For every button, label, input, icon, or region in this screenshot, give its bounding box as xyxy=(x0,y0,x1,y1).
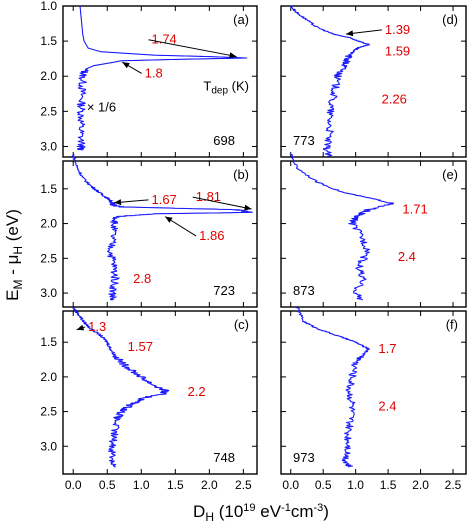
panel-label: (f) xyxy=(446,317,458,332)
panel-label: (e) xyxy=(442,167,458,182)
peak-annotation: 2.4 xyxy=(398,249,416,264)
y-tick-label: 2.0 xyxy=(40,69,57,83)
x-tick-label: 1.5 xyxy=(167,478,184,492)
annotation-arrowhead xyxy=(122,62,130,69)
panel-frame xyxy=(280,310,467,475)
peak-annotation: 1.86 xyxy=(199,228,224,243)
peak-annotation: 1.81 xyxy=(196,189,221,204)
peak-annotation: 1.3 xyxy=(88,319,106,334)
y-tick-label: 3.0 xyxy=(40,139,57,153)
annotation-arrowhead xyxy=(229,52,237,59)
annotation-arrowhead xyxy=(345,30,354,37)
peak-annotation: 1.57 xyxy=(128,339,153,354)
x-tick-label: 0.5 xyxy=(315,478,332,492)
temperature-header: Tdep (K) xyxy=(203,78,249,96)
y-tick-label: 2.5 xyxy=(40,251,57,265)
panels-layer: 1.0 1.5 2.0 2.5 3.0 (a) 698 Tdep (K) × 1/6 1.74 1.… xyxy=(40,0,467,492)
x-tick-label: 1.0 xyxy=(133,478,150,492)
peak-annotation: 1.39 xyxy=(385,22,410,37)
y-tick-label: 1.0 xyxy=(40,0,57,13)
temperature-label: 698 xyxy=(213,133,235,148)
panel-frame xyxy=(280,5,467,158)
annotation-arrowhead xyxy=(244,204,252,211)
temperature-label: 873 xyxy=(293,283,315,298)
panel-c: 0.0 0.5 1.0 1.5 2.0 2.5 1.5 2.0 2.5 3.0 (c) 748 1.3 1… xyxy=(40,306,258,492)
dos-curve xyxy=(72,306,170,468)
temperature-label: 973 xyxy=(293,450,315,465)
annotation-arrowhead xyxy=(76,324,85,331)
y-tick-label: 2.0 xyxy=(40,370,57,384)
annotation-arrow xyxy=(148,39,237,58)
annotation-arrowhead xyxy=(114,199,122,206)
annotation-arrow xyxy=(192,196,252,210)
panel-d: (d) 773 1.39 1.59 2.26 xyxy=(280,5,467,158)
peak-annotation: 1.8 xyxy=(145,65,163,80)
y-tick-label: 2.0 xyxy=(40,217,57,231)
peak-annotation: 1.67 xyxy=(151,192,176,207)
y-tick-label: 1.5 xyxy=(40,182,57,196)
peak-annotation: 2.2 xyxy=(188,384,206,399)
panel-f: 0.0 0.5 1.0 1.5 2.0 2.5 (f) 973 1.7 2.4 xyxy=(280,306,467,492)
panel-frame xyxy=(62,5,258,158)
panel-a: 1.0 1.5 2.0 2.5 3.0 (a) 698 Tdep (K) × 1/6 1.74 1.… xyxy=(40,0,258,158)
x-tick-label: 2.5 xyxy=(235,478,252,492)
panel-frame xyxy=(62,310,258,475)
x-tick-label: 2.0 xyxy=(201,478,218,492)
annotation-arrowhead xyxy=(165,216,173,223)
peak-annotation: 1.59 xyxy=(385,44,410,59)
x-tick-label: 0.0 xyxy=(282,478,299,492)
peak-annotation: 1.71 xyxy=(402,202,427,217)
panel-label: (a) xyxy=(233,12,249,27)
x-tick-label: 2.5 xyxy=(445,478,462,492)
panel-frame xyxy=(280,160,467,308)
y-tick-label: 1.5 xyxy=(40,34,57,48)
panel-label: (c) xyxy=(234,317,249,332)
dos-curve xyxy=(289,153,394,301)
panel-frame xyxy=(62,160,258,308)
peak-annotation: 2.8 xyxy=(133,271,151,286)
y-tick-label: 2.5 xyxy=(40,405,57,419)
x-tick-label: 0.0 xyxy=(65,478,82,492)
peak-annotation: 2.26 xyxy=(382,91,407,106)
y-tick-label: 3.0 xyxy=(40,286,57,300)
peak-annotation: 1.74 xyxy=(151,32,176,47)
peak-annotation: 2.4 xyxy=(378,399,396,414)
peak-annotation: 1.7 xyxy=(378,341,396,356)
x-axis-label: DH (1019 eV-1cm-3) xyxy=(193,502,329,524)
dos-curve xyxy=(71,153,253,301)
temperature-label: 748 xyxy=(213,450,235,465)
dos-curve xyxy=(295,306,371,468)
panel-label: (d) xyxy=(442,12,458,27)
scale-note: × 1/6 xyxy=(87,99,116,114)
x-tick-label: 1.0 xyxy=(347,478,364,492)
y-tick-label: 2.5 xyxy=(40,104,57,118)
panel-b: 1.5 2.0 2.5 3.0 (b) 723 1.67 1.81 1.86 2.8 xyxy=(40,153,258,308)
temperature-label: 773 xyxy=(293,133,315,148)
temperature-label: 723 xyxy=(213,283,235,298)
panel-e: (e) 873 1.71 2.4 xyxy=(280,153,467,308)
x-tick-label: 0.5 xyxy=(99,478,116,492)
panel-label: (b) xyxy=(233,167,249,182)
y-tick-label: 3.0 xyxy=(40,439,57,453)
dos-curve xyxy=(76,5,248,151)
dos-curve xyxy=(290,5,371,158)
x-tick-label: 1.5 xyxy=(380,478,397,492)
x-tick-label: 2.0 xyxy=(412,478,429,492)
y-axis-label: EM - μH (eV) xyxy=(3,209,25,301)
y-tick-label: 1.5 xyxy=(40,335,57,349)
